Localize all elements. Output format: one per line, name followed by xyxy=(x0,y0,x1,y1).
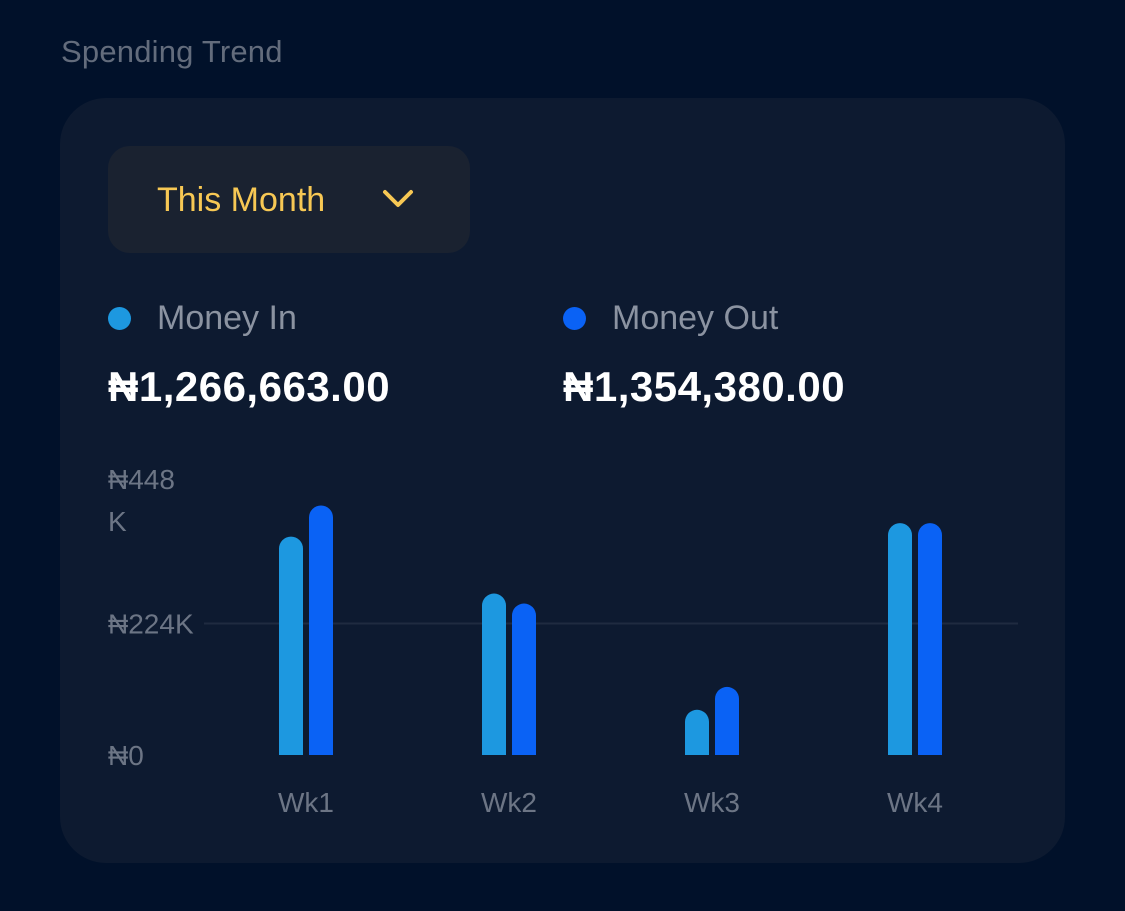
money-in-bar-wk2 xyxy=(482,593,506,755)
x-tick-label: Wk1 xyxy=(278,787,334,818)
x-tick-label: Wk2 xyxy=(481,787,537,818)
money-out-label: Money Out xyxy=(612,299,779,337)
money-in-bar-wk4 xyxy=(888,523,912,755)
section-title: Spending Trend xyxy=(61,34,283,69)
period-dropdown[interactable]: This Month xyxy=(108,146,470,253)
chevron-down-icon xyxy=(383,190,413,207)
y-tick-label: ₦448 K xyxy=(108,464,175,537)
y-tick-label: ₦224K xyxy=(108,609,194,640)
period-dropdown-label: This Month xyxy=(157,181,326,219)
money-out-bar-wk2 xyxy=(512,603,536,755)
money-out-bar-wk3 xyxy=(715,686,739,755)
money-in-amount: ₦1,266,663.00 xyxy=(108,363,391,410)
money-out-amount: ₦1,354,380.00 xyxy=(563,363,846,410)
money-in-bar-wk3 xyxy=(685,709,709,755)
money-out-bar-wk4 xyxy=(918,523,942,755)
x-tick-label: Wk3 xyxy=(684,787,740,818)
money-in-dot xyxy=(108,307,131,330)
money-in-bar-wk1 xyxy=(279,536,303,755)
money-in-label: Money In xyxy=(157,299,297,337)
money-out-dot xyxy=(563,307,586,330)
x-tick-label: Wk4 xyxy=(887,787,943,818)
spending-trend-card: This Month Money In ₦1,266,663.00 Money … xyxy=(60,98,1065,863)
y-tick-label: ₦0 xyxy=(108,740,144,771)
money-out-bar-wk1 xyxy=(309,505,333,755)
spending-bar-chart: ₦0 ₦224K ₦448 K Wk1 Wk2 Wk3 Wk4 xyxy=(108,464,1018,818)
